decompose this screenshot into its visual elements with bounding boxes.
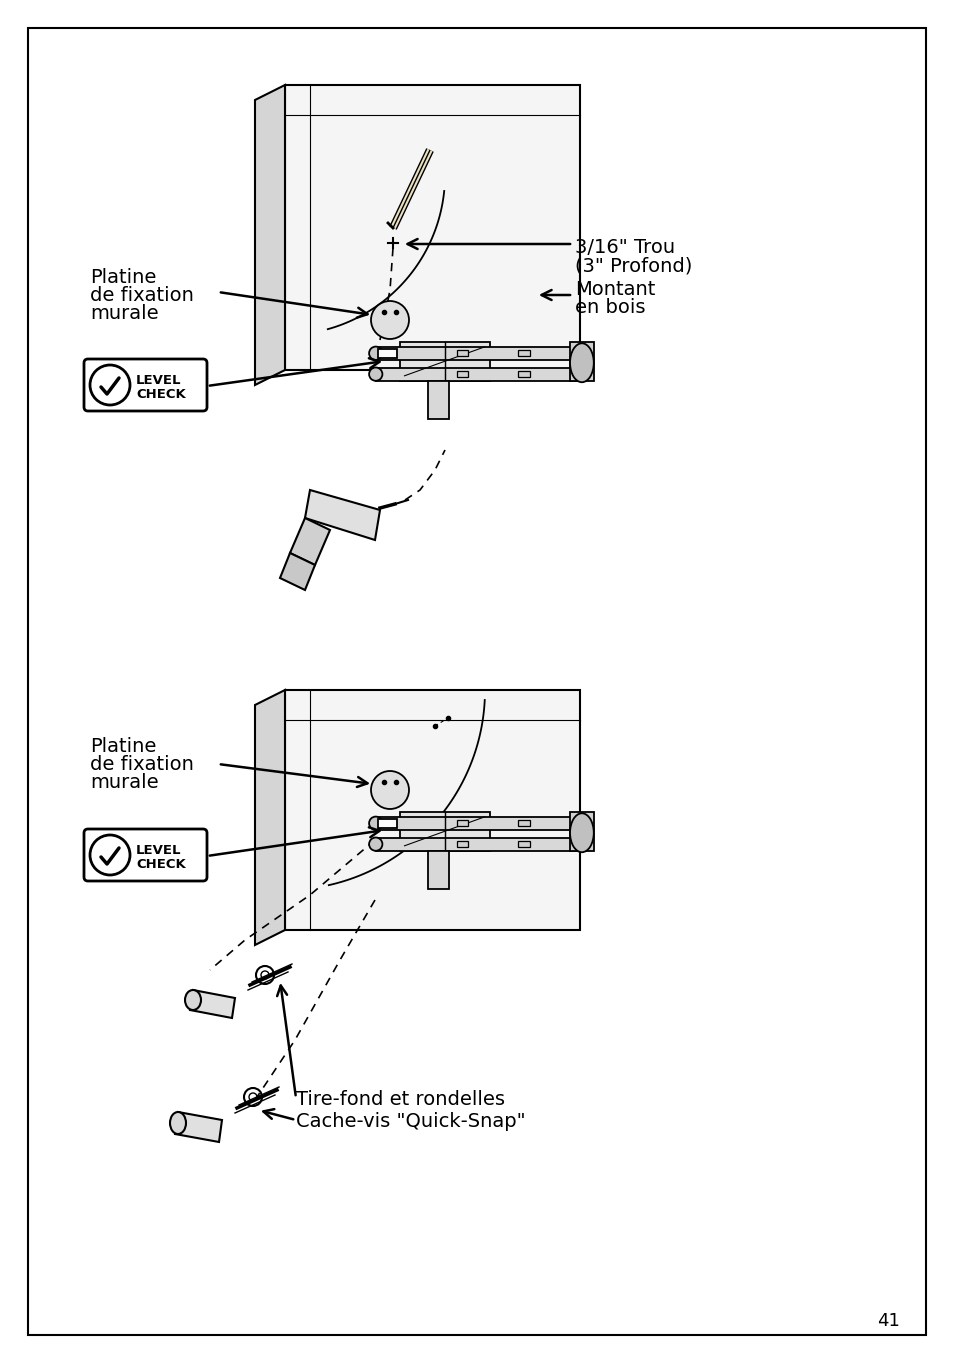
Ellipse shape [170, 1112, 186, 1134]
Bar [399, 342, 489, 380]
Ellipse shape [570, 343, 593, 382]
Bar [428, 851, 449, 889]
Text: Platine: Platine [90, 737, 156, 756]
Ellipse shape [369, 816, 382, 830]
Circle shape [371, 771, 409, 810]
Ellipse shape [369, 346, 382, 360]
Bar [375, 816, 579, 830]
Polygon shape [254, 690, 285, 945]
Bar [570, 342, 594, 380]
Polygon shape [285, 690, 579, 930]
Text: 3/16" Trou: 3/16" Trou [575, 239, 675, 258]
Polygon shape [280, 553, 314, 590]
Polygon shape [305, 491, 379, 540]
Text: murale: murale [90, 773, 158, 792]
Bar [375, 368, 579, 380]
Bar [399, 812, 489, 851]
Text: LEVEL: LEVEL [136, 844, 181, 856]
Text: Montant: Montant [575, 279, 655, 298]
Ellipse shape [570, 814, 593, 852]
Text: CHECK: CHECK [136, 387, 186, 401]
Bar [517, 841, 529, 846]
Bar [456, 821, 467, 826]
Bar [428, 380, 449, 418]
Polygon shape [290, 518, 330, 566]
Text: Cache-vis "Quick-Snap": Cache-vis "Quick-Snap" [295, 1112, 525, 1131]
Polygon shape [174, 1112, 222, 1142]
Bar [375, 346, 579, 360]
Bar [517, 350, 529, 356]
Text: murale: murale [90, 304, 158, 323]
Polygon shape [190, 990, 234, 1018]
Text: (3" Profond): (3" Profond) [575, 256, 692, 275]
Text: Platine: Platine [90, 269, 156, 288]
Bar [517, 821, 529, 826]
Bar [375, 837, 579, 851]
Ellipse shape [369, 837, 382, 851]
Bar [377, 349, 396, 358]
Text: CHECK: CHECK [136, 857, 186, 871]
Bar [377, 819, 396, 827]
Text: de fixation: de fixation [90, 286, 193, 305]
Text: LEVEL: LEVEL [136, 373, 181, 387]
Text: 41: 41 [876, 1313, 899, 1330]
Polygon shape [285, 85, 579, 369]
Ellipse shape [369, 368, 382, 380]
Bar [456, 371, 467, 378]
Text: Tire-fond et rondelles: Tire-fond et rondelles [295, 1090, 504, 1109]
Bar [570, 812, 594, 851]
Polygon shape [254, 85, 285, 384]
Ellipse shape [185, 990, 201, 1010]
Circle shape [371, 301, 409, 339]
Text: de fixation: de fixation [90, 755, 193, 774]
Bar [517, 371, 529, 378]
Bar [456, 350, 467, 356]
Bar [456, 841, 467, 846]
Text: en bois: en bois [575, 298, 645, 318]
